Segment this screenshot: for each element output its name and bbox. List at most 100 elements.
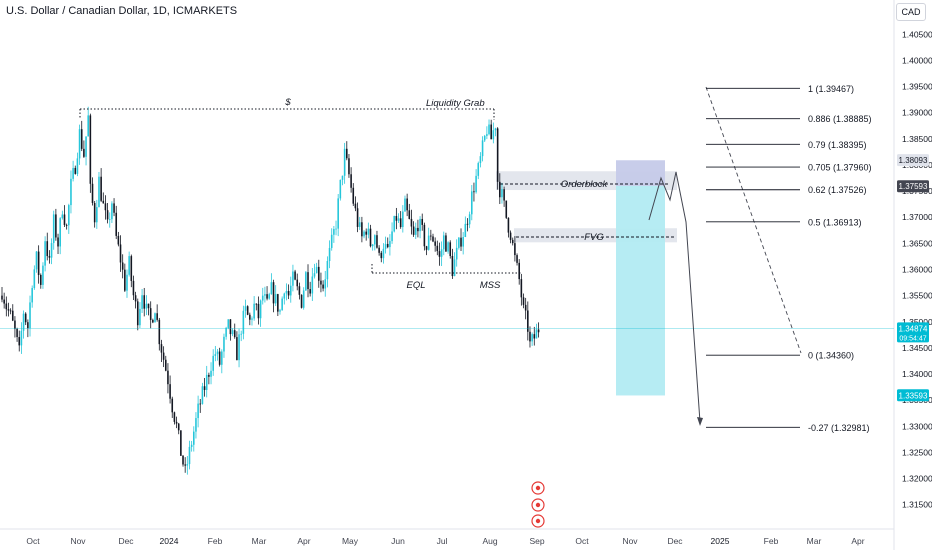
projected-path	[648, 171, 701, 423]
axis-badge-target-bg	[897, 389, 929, 402]
candle-body	[253, 303, 255, 319]
candle-body	[251, 318, 253, 320]
candle-body	[29, 302, 31, 329]
candle-body	[272, 282, 275, 304]
candle-body	[266, 294, 268, 299]
candle-body	[240, 333, 243, 335]
candle-body	[283, 293, 286, 299]
candle-body	[427, 235, 430, 250]
candle-body	[464, 223, 467, 238]
event-icons	[531, 481, 545, 528]
candle-body	[225, 327, 227, 337]
candle-body	[402, 211, 404, 228]
candle-body	[190, 444, 193, 447]
candle-countdown: 09:54:47	[899, 335, 926, 342]
candle-body	[5, 303, 8, 310]
candle-body	[259, 300, 262, 319]
candle-body	[173, 412, 176, 422]
candle-body	[143, 295, 146, 309]
fib-level-label: 0 (1.34360)	[808, 351, 854, 361]
candle-body	[535, 329, 538, 339]
candle-body	[324, 279, 327, 289]
candle-body	[309, 289, 311, 294]
candle-body	[149, 308, 152, 320]
candle-body	[470, 191, 473, 215]
candle-body	[518, 262, 520, 280]
candle-body	[65, 224, 68, 226]
candle-body	[281, 298, 283, 311]
symbol-title: U.S. Dollar / Canadian Dollar, 1D, ICMAR…	[6, 5, 238, 17]
candle-body	[231, 330, 234, 335]
candle-body	[274, 294, 277, 304]
candle-body	[382, 248, 385, 259]
candle-body	[440, 249, 443, 257]
candle-body	[419, 218, 421, 232]
price-tick-label: 1.39000	[902, 108, 932, 118]
time-tick-label: May	[342, 536, 359, 546]
last-price-badge-bg	[897, 322, 929, 343]
orderblock-label: Orderblock	[561, 179, 609, 190]
candle-body	[384, 243, 387, 249]
candle-body	[350, 174, 352, 188]
fib-level-label: 0.705 (1.37960)	[808, 163, 872, 173]
candle-body	[333, 229, 335, 235]
candle-body	[98, 176, 100, 208]
candle-body	[70, 178, 72, 206]
candle-body	[175, 421, 178, 424]
price-tick-label: 1.34500	[902, 343, 932, 353]
time-tick-label: Apr	[297, 536, 310, 546]
currency-badge[interactable]: CAD	[896, 3, 926, 21]
candle-body	[475, 175, 477, 193]
candle-body	[27, 322, 29, 329]
time-tick-label: Feb	[208, 536, 223, 546]
candle-body	[302, 290, 305, 308]
candle-body	[132, 280, 135, 296]
candle-body	[203, 386, 206, 390]
candle-body	[343, 148, 346, 176]
candle-body	[447, 242, 449, 252]
candle-body	[346, 148, 348, 159]
time-tick-label: Nov	[70, 536, 86, 546]
candle-body	[44, 241, 46, 266]
candle-body	[300, 294, 303, 308]
candle-body	[57, 237, 59, 247]
axis-badge-stop-bg	[897, 154, 929, 167]
candle-body	[421, 218, 424, 225]
fib-level-label: 0.62 (1.37526)	[808, 185, 867, 195]
candle-body	[205, 374, 208, 390]
liquidity-sweep-label: $	[284, 97, 291, 108]
candle-body	[356, 208, 359, 227]
candle-body	[186, 464, 189, 466]
candle-body	[136, 301, 139, 326]
candle-body	[9, 310, 12, 312]
last-price-badge: 1.34874	[899, 324, 928, 333]
candle-body	[85, 136, 87, 157]
candle-body	[180, 430, 182, 456]
candle-body	[322, 284, 324, 289]
candle-body	[218, 351, 221, 365]
candle-body	[261, 295, 264, 301]
candle-body	[313, 273, 316, 277]
candle-body	[527, 310, 529, 332]
candle-body	[348, 158, 350, 175]
candles	[1, 106, 540, 475]
candle-body	[358, 222, 361, 227]
candle-body	[55, 214, 57, 238]
candle-body	[292, 271, 294, 286]
price-tick-label: 1.32000	[902, 474, 932, 484]
candle-body	[430, 235, 432, 237]
candle-body	[33, 269, 36, 289]
candle-body	[264, 294, 266, 296]
candle-body	[35, 251, 38, 270]
candle-body	[177, 423, 180, 431]
candle-body	[210, 370, 212, 377]
candle-body	[330, 234, 333, 248]
candle-body	[128, 256, 130, 275]
time-tick-label: 2024	[160, 536, 179, 546]
candle-body	[171, 398, 174, 413]
price-tick-label: 1.38500	[902, 134, 932, 144]
candle-body	[337, 198, 339, 229]
candle-body	[391, 231, 393, 242]
